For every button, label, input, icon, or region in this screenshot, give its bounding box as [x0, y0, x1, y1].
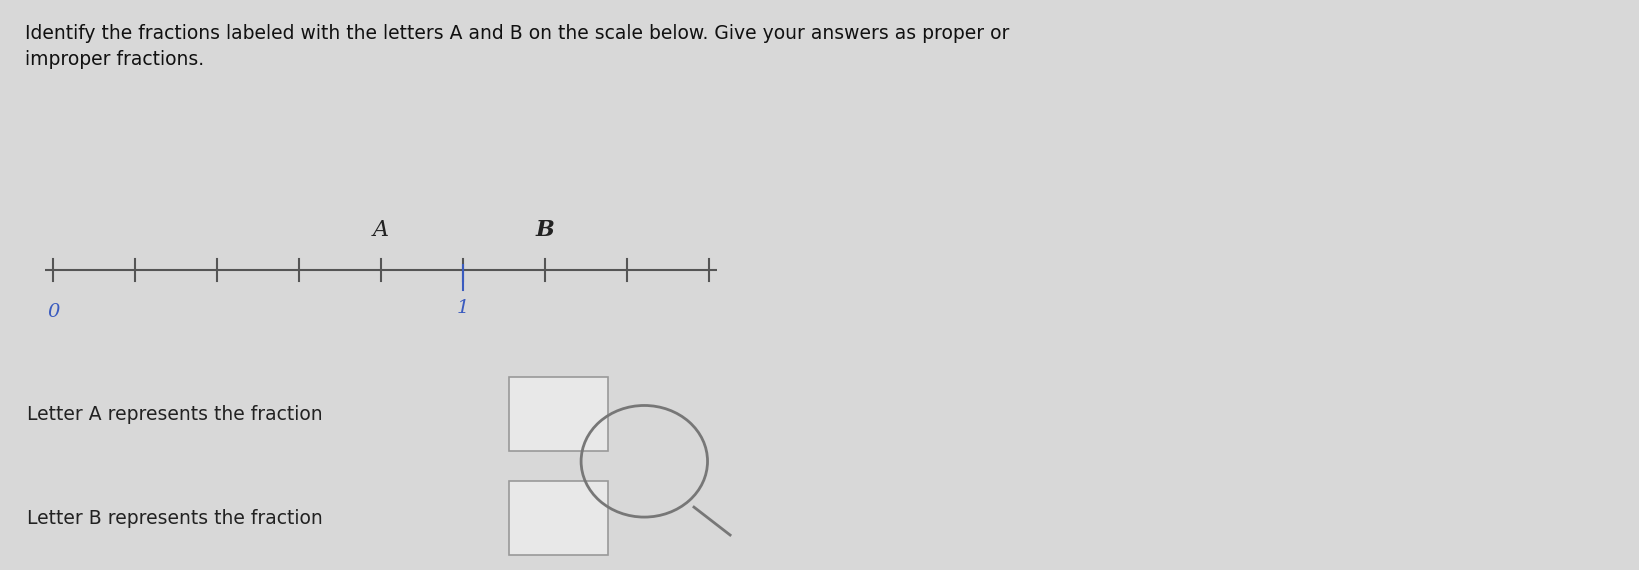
Text: 1: 1	[457, 299, 469, 317]
FancyBboxPatch shape	[510, 481, 608, 555]
FancyBboxPatch shape	[510, 377, 608, 451]
Text: Identify the fractions labeled with the letters A and B on the scale below. Give: Identify the fractions labeled with the …	[25, 24, 1010, 70]
Text: A: A	[374, 219, 388, 241]
Text: B: B	[536, 219, 554, 241]
Text: 0: 0	[48, 303, 59, 321]
Text: Letter A represents the fraction: Letter A represents the fraction	[26, 405, 323, 424]
Text: Letter B represents the fraction: Letter B represents the fraction	[26, 508, 323, 527]
